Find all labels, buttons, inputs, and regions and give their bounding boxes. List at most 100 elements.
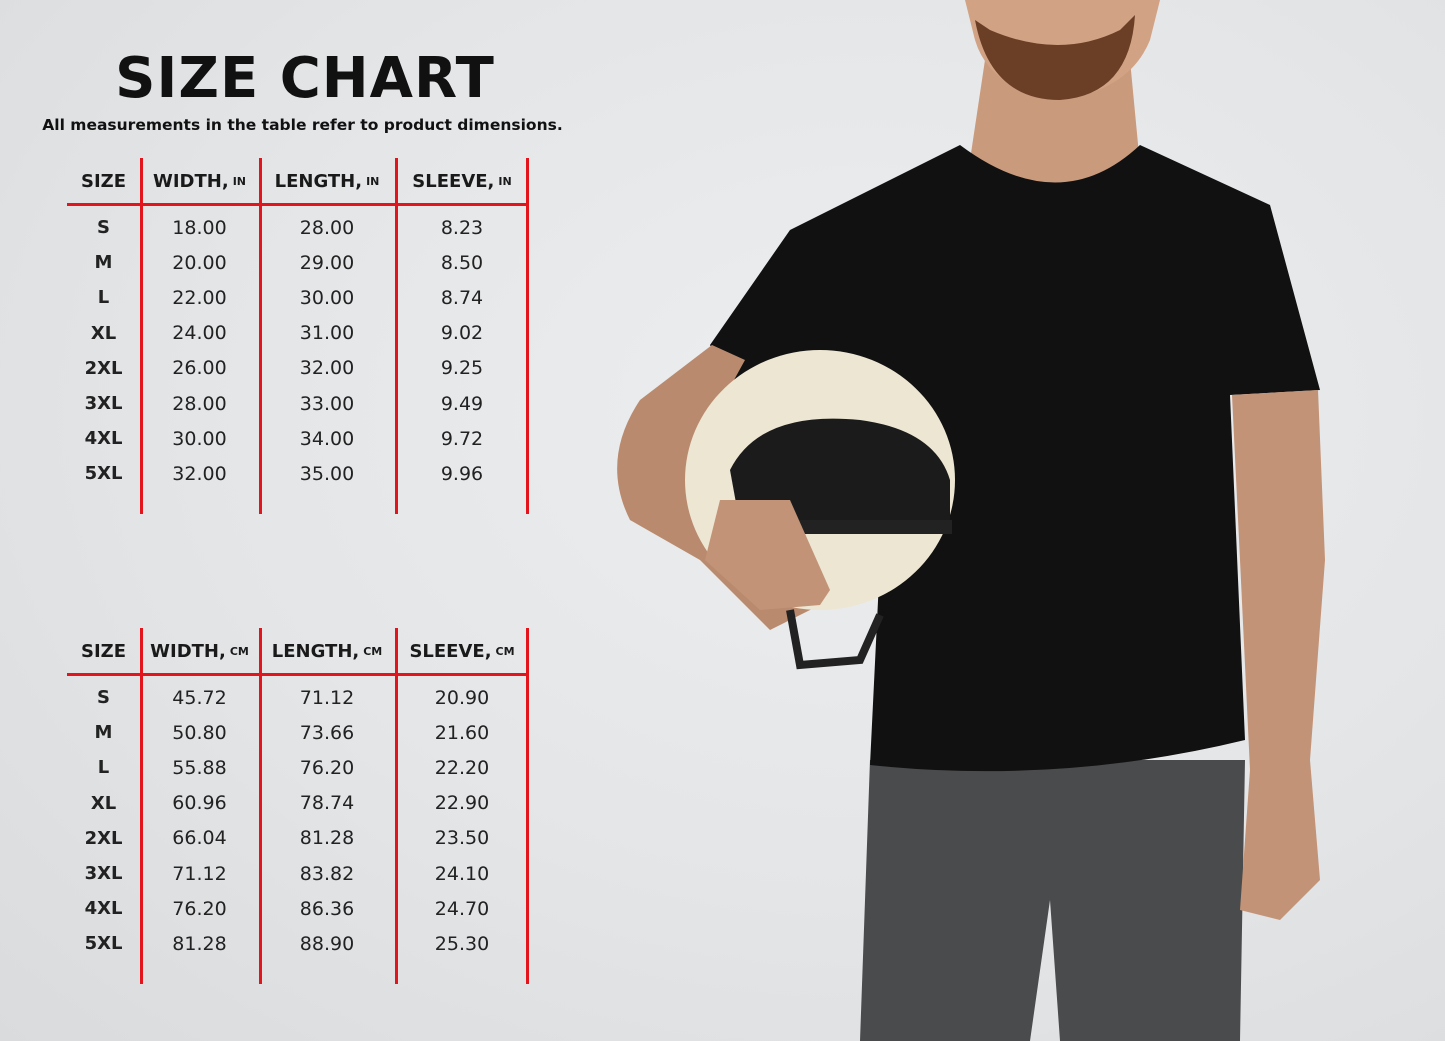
neck: [970, 60, 1140, 189]
column-header-label: WIDTH,: [150, 640, 226, 662]
column-divider: [140, 158, 143, 514]
column-header: SLEEVE, IN: [395, 158, 529, 204]
size-label: 2XL: [84, 827, 123, 849]
measurement-cell: 32.00: [299, 357, 355, 380]
table-row: XL 24.00 31.00 9.02: [67, 316, 529, 351]
measurement-cell: 8.74: [440, 286, 484, 309]
measurement-cell: 8.50: [440, 251, 484, 274]
column-divider: [259, 628, 262, 984]
page-title: SIZE CHART: [115, 46, 495, 111]
hand: [705, 500, 830, 610]
column-divider: [259, 158, 262, 514]
measurement-cell: 60.96: [172, 792, 227, 815]
measurement-cell: 81.28: [172, 932, 227, 955]
column-header-label: SLEEVE,: [412, 170, 495, 192]
size-label: 5XL: [84, 463, 123, 485]
measurement-cell: 29.00: [299, 251, 355, 274]
measurement-cell: 73.66: [299, 721, 355, 744]
size-table-inches: SIZE WIDTH, IN LENGTH, IN SLEEVE, IN S 18.00 28.0…: [67, 158, 529, 514]
column-header-label: SIZE: [80, 640, 126, 662]
header-divider: [67, 203, 529, 206]
table-row: S 18.00 28.00 8.23: [67, 210, 529, 245]
column-header-label: LENGTH,: [274, 170, 363, 192]
measurement-cell: 81.28: [299, 827, 355, 850]
column-header-unit: IN: [366, 174, 380, 188]
measurement-cell: 26.00: [172, 357, 227, 380]
size-label: M: [94, 252, 113, 274]
column-divider: [395, 158, 398, 514]
measurement-cell: 24.70: [434, 897, 490, 920]
jeans: [860, 760, 1245, 1041]
column-divider: [526, 628, 529, 984]
column-header-unit: CM: [229, 644, 249, 658]
table-row: 4XL 30.00 34.00 9.72: [67, 421, 529, 456]
measurement-cell: 88.90: [299, 932, 355, 955]
measurement-cell: 28.00: [172, 392, 227, 415]
measurement-cell: 50.80: [172, 721, 227, 744]
table-row: 3XL 71.12 83.82 24.10: [67, 856, 529, 891]
measurement-cell: 20.90: [434, 686, 490, 709]
column-divider: [395, 628, 398, 984]
table-row: 5XL 32.00 35.00 9.96: [67, 456, 529, 491]
measurement-cell: 55.88: [172, 756, 227, 779]
size-label: 2XL: [84, 357, 123, 379]
table-row: M 50.80 73.66 21.60: [67, 715, 529, 750]
measurement-cell: 9.96: [440, 462, 484, 485]
measurement-cell: 9.25: [440, 357, 484, 380]
column-header: WIDTH, CM: [140, 628, 259, 674]
size-label: S: [97, 217, 110, 238]
column-header: LENGTH, IN: [259, 158, 395, 204]
measurement-cell: 23.50: [434, 827, 490, 850]
size-label: 4XL: [84, 898, 123, 920]
measurement-cell: 83.82: [299, 862, 355, 885]
measurement-cell: 33.00: [299, 392, 355, 415]
column-header-label: LENGTH,: [271, 640, 360, 662]
measurement-cell: 18.00: [172, 216, 227, 239]
black-tshirt: [710, 145, 1320, 772]
table-row: 4XL 76.20 86.36 24.70: [67, 891, 529, 926]
measurement-cell: 28.00: [299, 216, 355, 239]
measurement-cell: 76.20: [172, 897, 227, 920]
measurement-cell: 32.00: [172, 462, 227, 485]
size-table-cm: SIZE WIDTH, CM LENGTH, CM SLEEVE, CM S 45.72 71.1…: [67, 628, 529, 984]
column-header-label: SIZE: [80, 170, 126, 192]
table-row: L 22.00 30.00 8.74: [67, 280, 529, 315]
measurement-cell: 22.00: [172, 286, 227, 309]
table-row: XL 60.96 78.74 22.90: [67, 786, 529, 821]
table-row: 2XL 26.00 32.00 9.25: [67, 351, 529, 386]
size-label: 3XL: [84, 393, 123, 414]
measurement-cell: 24.10: [434, 862, 490, 885]
measurement-cell: 71.12: [299, 686, 355, 709]
measurement-cell: 66.04: [172, 827, 227, 850]
model-photo: [617, 0, 1325, 1041]
column-divider: [140, 628, 143, 984]
size-label: XL: [90, 792, 117, 814]
column-header-unit: CM: [495, 644, 515, 658]
measurement-cell: 9.72: [440, 427, 484, 450]
measurement-cell: 21.60: [434, 721, 490, 744]
measurement-cell: 20.00: [172, 251, 227, 274]
page-subtitle: All measurements in the table refer to p…: [42, 116, 563, 134]
measurement-cell: 71.12: [172, 862, 227, 885]
column-header: LENGTH, CM: [259, 628, 395, 674]
column-header: WIDTH, IN: [140, 158, 259, 204]
column-header-label: WIDTH,: [153, 170, 229, 192]
size-label: S: [97, 687, 110, 708]
measurement-cell: 34.00: [299, 427, 355, 450]
helmet-visor-opening: [730, 418, 950, 525]
size-label: XL: [90, 322, 117, 344]
helmet-strap: [786, 609, 884, 670]
table-row: 5XL 81.28 88.90 25.30: [67, 926, 529, 961]
column-header-unit: IN: [498, 174, 512, 188]
measurement-cell: 31.00: [299, 322, 355, 345]
measurement-cell: 22.90: [434, 792, 490, 815]
measurement-cell: 9.02: [440, 322, 484, 345]
size-label: 4XL: [84, 428, 123, 450]
size-label: L: [97, 287, 110, 309]
measurement-cell: 24.00: [172, 322, 227, 345]
column-divider: [526, 158, 529, 514]
size-label: 3XL: [84, 863, 123, 884]
measurement-cell: 78.74: [299, 792, 355, 815]
table-row: S 45.72 71.12 20.90: [67, 680, 529, 715]
size-label: 5XL: [84, 933, 123, 955]
